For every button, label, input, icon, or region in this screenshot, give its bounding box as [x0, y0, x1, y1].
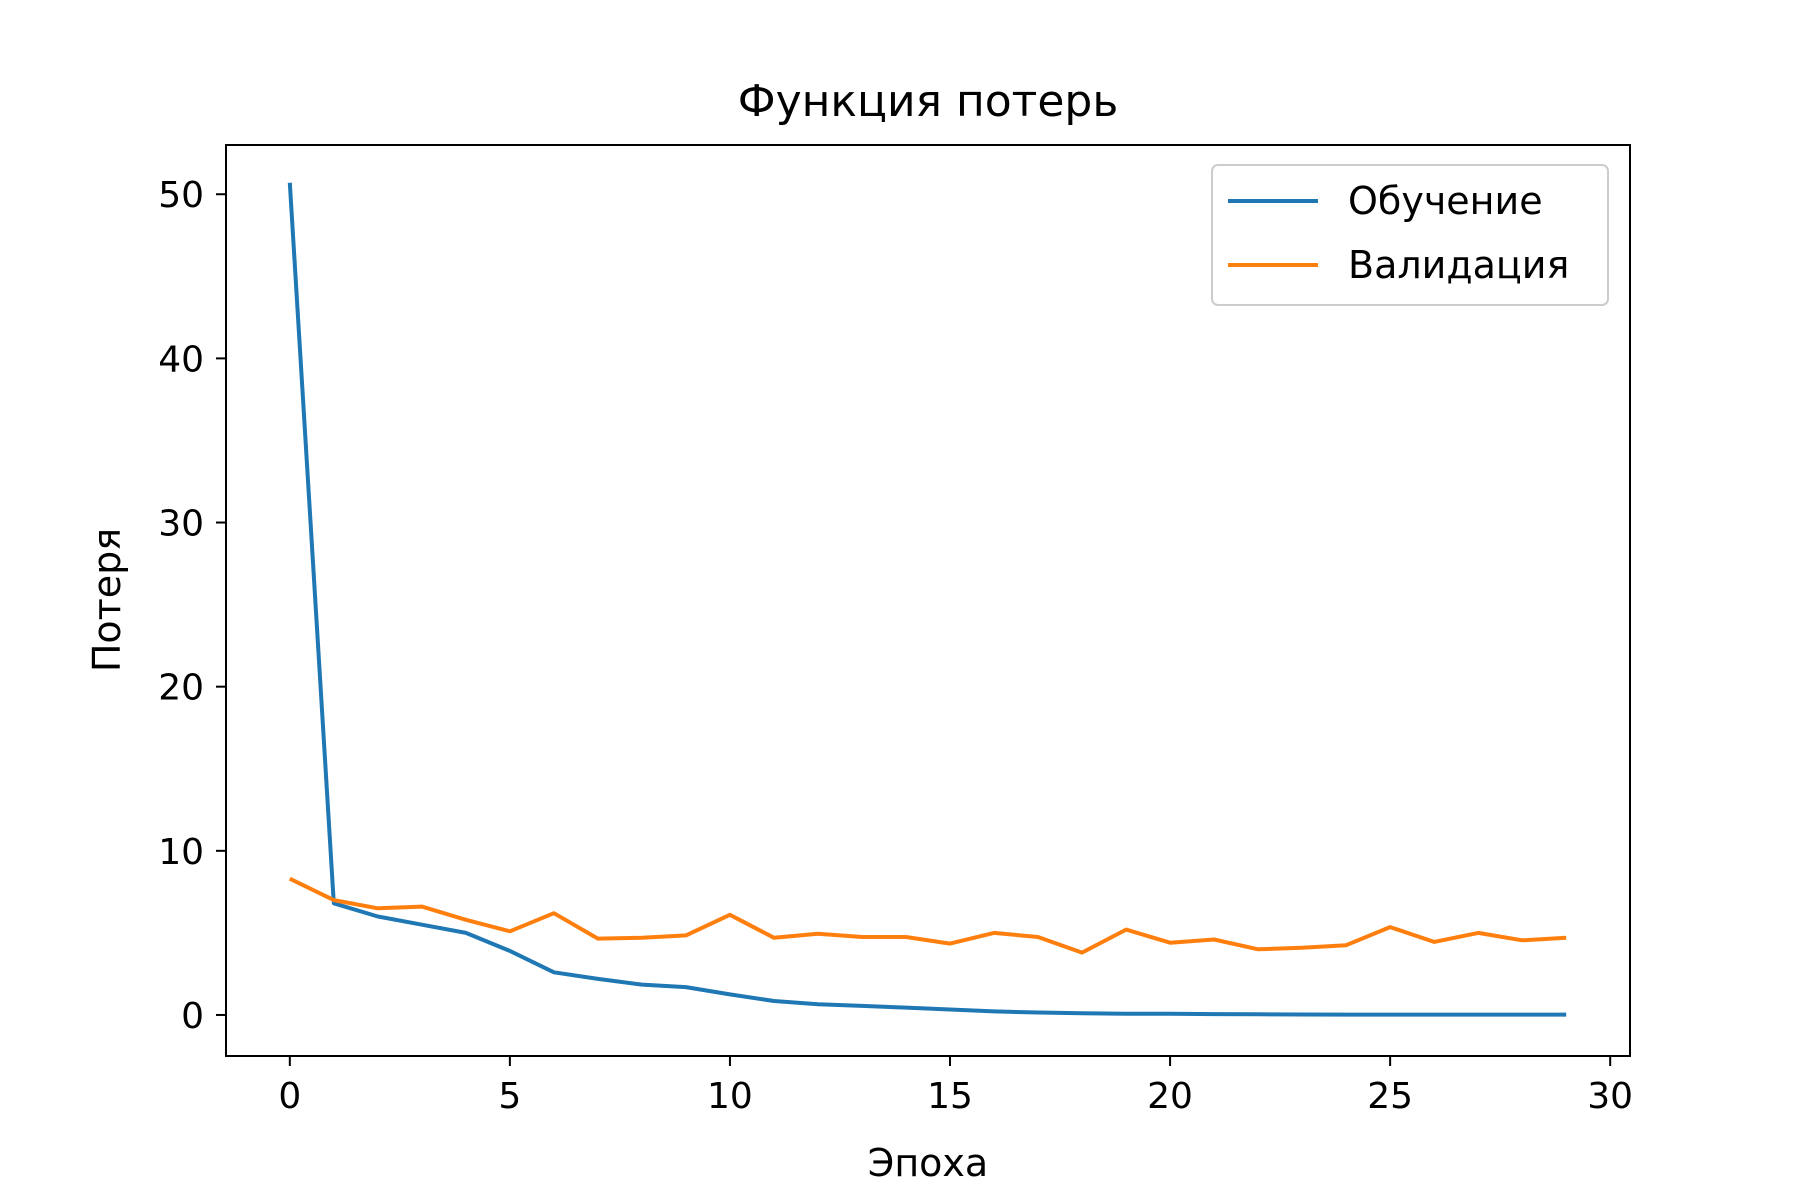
- series-line-0: [287, 182, 1567, 1017]
- plot-area-frame: [225, 144, 1631, 1057]
- series-line-1: [288, 876, 1567, 955]
- x-tick-label: 5: [498, 1076, 521, 1117]
- x-tick-label: 0: [278, 1076, 301, 1117]
- y-tick-label: 10: [158, 832, 204, 873]
- legend-label-validation: Валидация: [1348, 243, 1569, 287]
- x-tick-label: 30: [1587, 1076, 1633, 1117]
- x-tick-label: 25: [1367, 1076, 1413, 1117]
- y-tick-label: 30: [158, 504, 204, 545]
- y-tick-label: 50: [158, 175, 204, 216]
- x-tick-label: 10: [707, 1076, 753, 1117]
- x-axis-label: Эпоха: [868, 1141, 988, 1185]
- y-tick-label: 0: [181, 996, 204, 1037]
- chart-title: Функция потерь: [738, 76, 1119, 127]
- legend: Обучение Валидация: [1211, 164, 1609, 306]
- x-tick-label: 15: [927, 1076, 973, 1117]
- y-axis-label: Потеря: [85, 528, 129, 672]
- legend-label-training: Обучение: [1348, 179, 1543, 223]
- y-tick-label: 40: [158, 339, 204, 380]
- y-tick-label: 20: [158, 668, 204, 709]
- x-tick-label: 20: [1147, 1076, 1193, 1117]
